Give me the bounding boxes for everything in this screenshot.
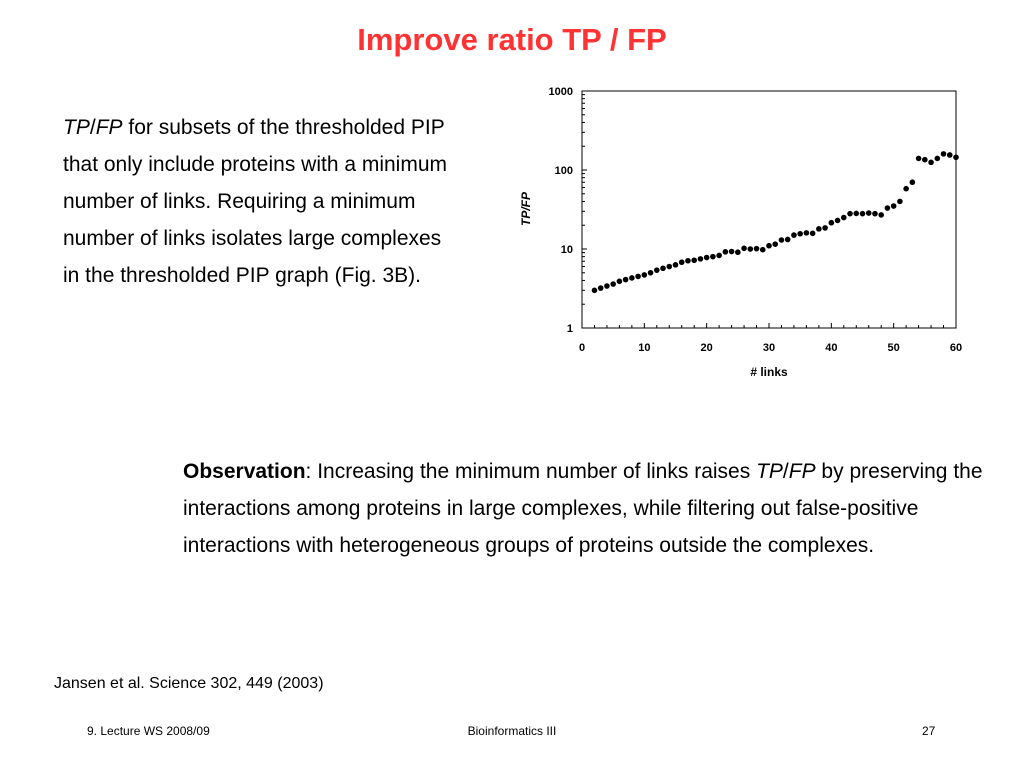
y-axis-label: TP/FP xyxy=(519,191,533,226)
data-point xyxy=(766,242,772,249)
data-point xyxy=(641,272,648,278)
desc-tp: TP xyxy=(63,116,90,139)
data-point xyxy=(759,246,766,253)
data-point xyxy=(784,236,791,243)
data-point xyxy=(797,230,803,237)
data-point xyxy=(597,285,604,291)
data-point xyxy=(865,210,872,216)
data-point xyxy=(940,151,947,157)
data-point xyxy=(722,249,729,255)
data-point xyxy=(816,226,822,232)
data-point xyxy=(922,156,928,163)
data-point xyxy=(822,225,828,231)
x-tick-label: 40 xyxy=(825,342,837,354)
data-point xyxy=(654,267,660,273)
observation-tp: TP xyxy=(756,460,783,483)
data-point xyxy=(735,249,741,256)
data-point xyxy=(878,212,884,218)
data-point xyxy=(778,237,785,243)
data-point xyxy=(635,273,641,280)
data-point xyxy=(928,159,934,166)
data-point xyxy=(859,210,866,217)
observation-text: Observation: Increasing the minimum numb… xyxy=(183,453,983,564)
data-point xyxy=(622,276,629,283)
chart-description: TP/FP for subsets of the thresholded PIP… xyxy=(63,109,463,294)
x-tick-label: 20 xyxy=(701,342,713,354)
x-tick-label: 60 xyxy=(950,342,962,354)
data-point xyxy=(710,253,716,260)
footer-lecture: 9. Lecture WS 2008/09 xyxy=(87,724,210,738)
data-point xyxy=(953,154,959,161)
slide-title: Improve ratio TP / FP xyxy=(357,22,667,57)
data-point xyxy=(841,214,847,221)
data-point xyxy=(946,152,953,158)
data-point xyxy=(803,230,810,236)
x-tick-label: 30 xyxy=(763,342,775,354)
data-point xyxy=(753,245,760,252)
desc-slash: / xyxy=(89,116,96,139)
data-point xyxy=(847,210,853,217)
chart-points xyxy=(591,151,959,294)
plot-frame xyxy=(581,90,957,329)
data-point xyxy=(703,254,710,261)
observation-after: by preserving the interactions among pro… xyxy=(183,460,983,557)
x-axis-label: # links xyxy=(750,365,788,379)
data-point xyxy=(934,155,941,162)
data-point xyxy=(884,205,891,211)
citation: Jansen et al. Science 302, 449 (2003) xyxy=(54,675,324,692)
data-point xyxy=(610,281,616,287)
data-point xyxy=(647,269,654,276)
observation-before: : Increasing the minimum number of links… xyxy=(305,460,757,483)
data-point xyxy=(897,198,903,205)
data-point xyxy=(915,155,922,162)
observation-slash: / xyxy=(782,460,789,483)
data-point xyxy=(660,265,666,272)
data-point xyxy=(685,257,691,264)
data-point xyxy=(834,217,841,224)
data-point xyxy=(809,230,816,237)
chart-axes: 1 10 100 1000 0 10 20 30 40 50 60 xyxy=(549,86,963,354)
footer-page-number: 27 xyxy=(922,724,936,738)
data-point xyxy=(741,245,747,252)
data-point xyxy=(666,263,673,270)
data-point xyxy=(678,259,685,266)
desc-body: for subsets of the thresholded PIP that … xyxy=(63,116,448,287)
x-tick-label: 0 xyxy=(579,342,585,354)
data-point xyxy=(828,219,835,226)
data-point xyxy=(697,256,704,262)
observation-fp: FP xyxy=(788,460,816,483)
data-point xyxy=(872,210,878,217)
y-tick-label: 10 xyxy=(561,244,573,256)
x-tick-label: 50 xyxy=(888,342,900,354)
data-point xyxy=(672,262,679,268)
footer-course: Bioinformatics III xyxy=(467,724,557,738)
data-point xyxy=(909,179,916,186)
data-point xyxy=(772,241,779,248)
data-point xyxy=(716,252,722,259)
desc-fp: FP xyxy=(95,116,123,139)
data-point xyxy=(591,287,598,294)
data-point xyxy=(791,232,797,238)
tp-fp-chart: 1 10 100 1000 0 10 20 30 40 50 60 # links TP/FP xyxy=(519,86,963,379)
y-tick-label: 1 xyxy=(567,323,573,335)
observation-label: Observation xyxy=(183,460,306,483)
data-point xyxy=(691,257,697,264)
x-tick-label: 10 xyxy=(638,342,650,354)
data-point xyxy=(728,248,735,255)
data-point xyxy=(629,275,635,281)
y-tick-label: 1000 xyxy=(549,86,573,98)
data-point xyxy=(747,246,754,252)
data-point xyxy=(853,210,860,217)
data-point xyxy=(903,185,909,192)
data-point xyxy=(890,203,897,209)
data-point xyxy=(604,283,610,289)
data-point xyxy=(616,278,623,285)
y-tick-label: 100 xyxy=(555,165,573,177)
